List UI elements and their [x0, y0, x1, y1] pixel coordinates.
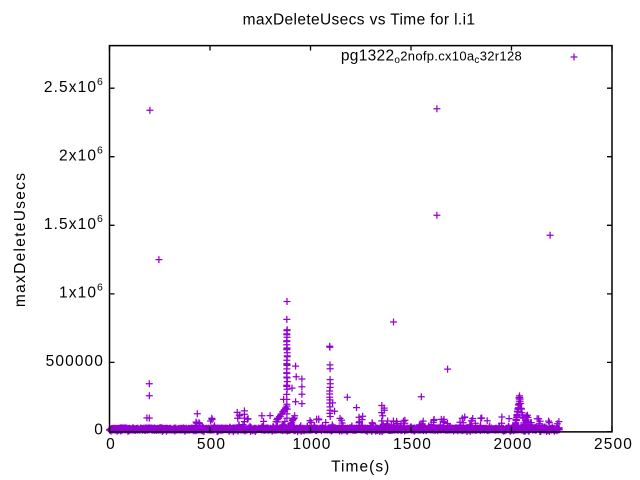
svg-text:2000: 2000 [494, 436, 533, 453]
svg-text:1500: 1500 [393, 436, 432, 453]
svg-text:0: 0 [94, 422, 104, 439]
svg-text:500: 500 [197, 436, 226, 453]
svg-text:1000: 1000 [293, 436, 332, 453]
svg-text:pg1322o2nofp.cx10ac32r128: pg1322o2nofp.cx10ac32r128 [341, 48, 522, 66]
svg-text:0: 0 [106, 436, 116, 453]
svg-text:Time(s): Time(s) [331, 459, 390, 476]
svg-text:2.5x106: 2.5x106 [44, 76, 104, 96]
svg-text:maxDeleteUsecs vs Time for l.i: maxDeleteUsecs vs Time for l.i1 [243, 12, 476, 29]
svg-text:1x106: 1x106 [59, 282, 104, 302]
svg-text:maxDeleteUsecs: maxDeleteUsecs [12, 172, 29, 307]
svg-text:500000: 500000 [46, 353, 104, 370]
svg-text:2x106: 2x106 [59, 144, 104, 164]
svg-text:2500: 2500 [594, 436, 633, 453]
svg-text:1.5x106: 1.5x106 [44, 213, 104, 233]
